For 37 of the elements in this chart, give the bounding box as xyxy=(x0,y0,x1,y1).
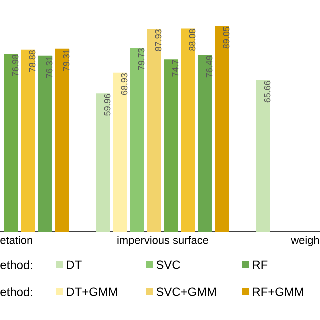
bar xyxy=(56,48,70,232)
data-label: 68.93 xyxy=(121,73,128,96)
data-label: 65.66 xyxy=(264,81,271,103)
bar xyxy=(4,54,18,232)
legend-label: SVC xyxy=(156,260,180,270)
data-label: 76.49 xyxy=(206,56,213,78)
bar xyxy=(164,60,178,232)
text: ethod: xyxy=(0,260,32,270)
bar xyxy=(130,48,144,232)
bar xyxy=(198,55,212,232)
data-label: 78.88 xyxy=(29,50,36,72)
bar xyxy=(114,72,128,232)
data-label: 59.96 xyxy=(104,94,111,116)
bar xyxy=(256,80,270,232)
legend-label: DT+GMM xyxy=(67,288,118,296)
legend-label: SVC+GMM xyxy=(156,288,216,296)
data-label: 79.73 xyxy=(138,48,145,70)
data-label: 88.08 xyxy=(189,29,196,51)
data-label: 74.7 xyxy=(172,60,179,77)
legend-label: DT xyxy=(67,260,82,270)
x-tick-label: impervious surface xyxy=(118,236,208,246)
bar xyxy=(182,28,196,232)
data-label: 89.05 xyxy=(223,27,230,49)
text: ethod: xyxy=(0,288,32,296)
data-label: 87.93 xyxy=(155,30,162,52)
bar xyxy=(216,26,230,232)
legend-label: RF+GMM xyxy=(253,288,304,296)
x-tick-label: etation xyxy=(0,236,32,244)
bar xyxy=(148,29,162,232)
bar xyxy=(96,94,110,232)
x-tick-label: weigh xyxy=(291,236,320,246)
data-label: 79.31 xyxy=(63,50,70,72)
legend-label: RF xyxy=(253,260,268,270)
data-label: 76.98 xyxy=(12,54,19,76)
bar xyxy=(22,50,36,232)
bar xyxy=(38,56,52,232)
data-label: 76.31 xyxy=(46,56,53,78)
